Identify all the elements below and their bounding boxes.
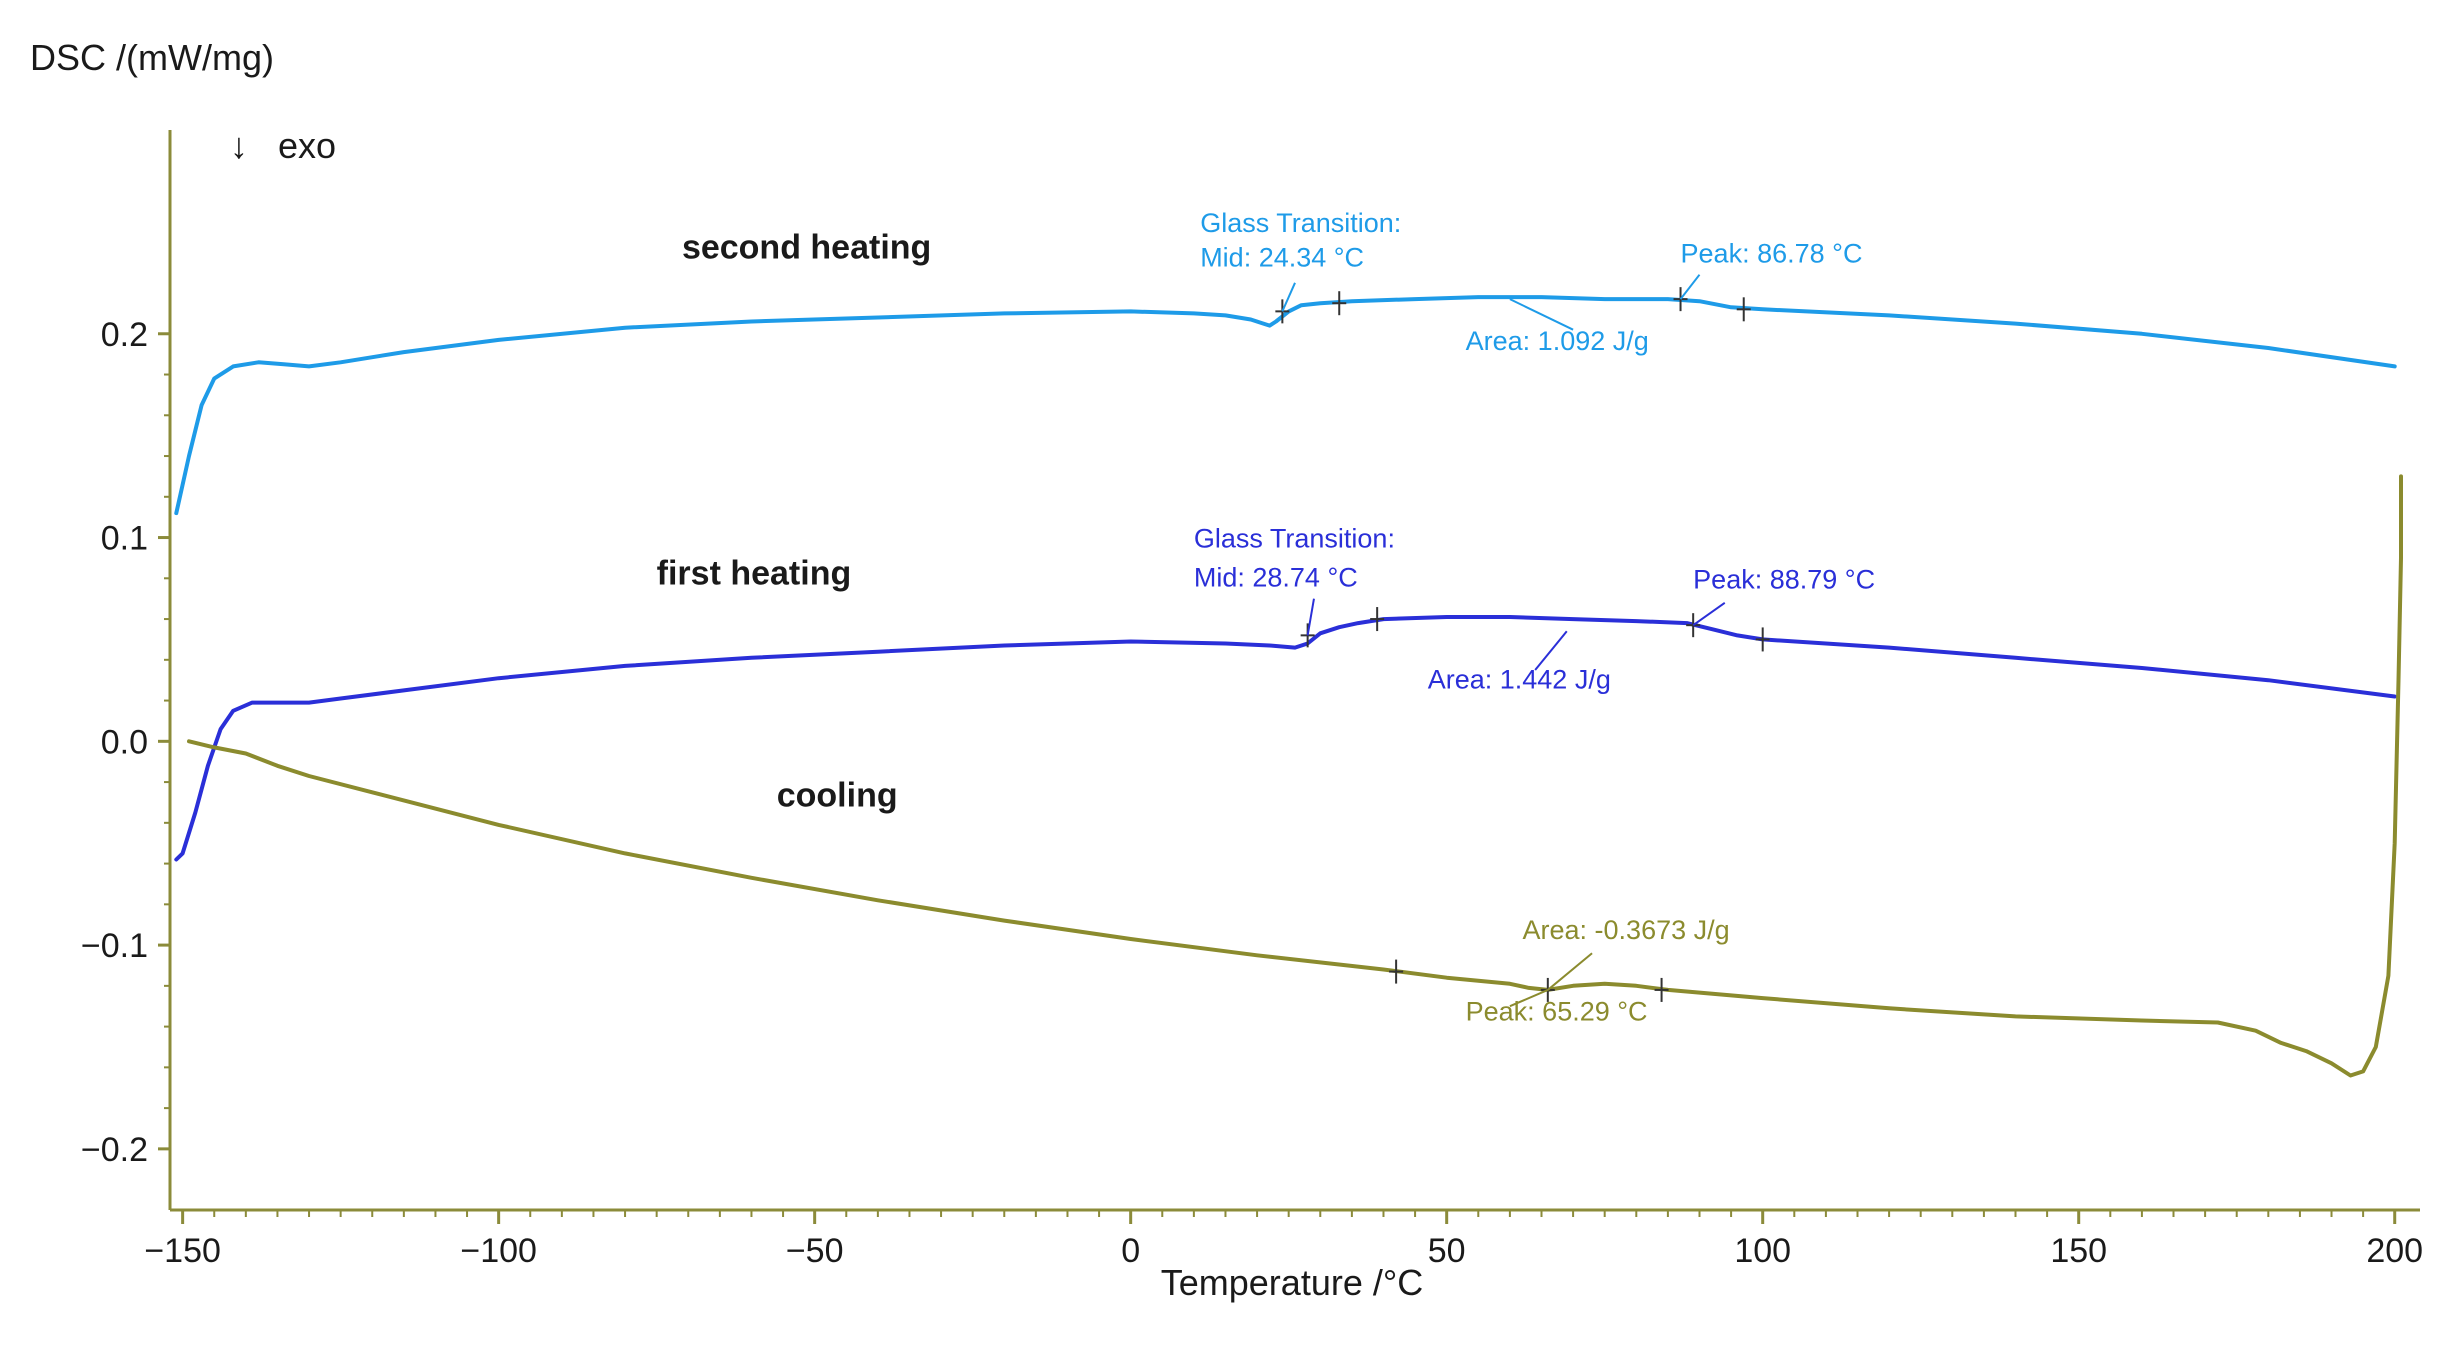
series-layer: [174, 295, 2403, 1078]
annotation-label: Peak: 86.78 °C: [1681, 238, 1863, 268]
x-tick-label: −100: [460, 1232, 537, 1270]
x-tick-label: −150: [144, 1232, 221, 1270]
annotation-leader-line: [1509, 989, 1549, 1008]
y-tick-label: −0.1: [81, 927, 148, 965]
exo-arrow-icon: ↓: [230, 125, 248, 166]
x-tick-label: 200: [2366, 1232, 2423, 1270]
x-axis-ticks: −150 −100 −50 0 50 100 150 200: [144, 1210, 2423, 1270]
y-tick-label: 0.1: [101, 520, 148, 558]
annotations-layer: Glass Transition: Mid: 24.34 °C Peak: 86.7…: [1194, 208, 1875, 1027]
annotation-label: Mid: 24.34 °C: [1200, 243, 1364, 273]
annotation-label: Mid: 28.74 °C: [1194, 562, 1358, 592]
annotation-label: Glass Transition:: [1200, 208, 1401, 238]
x-tick-label: −50: [786, 1232, 844, 1270]
y-axis-title: DSC /(mW/mg): [30, 37, 274, 78]
y-tick-label: −0.2: [81, 1131, 148, 1169]
y-tick-label: 0.2: [101, 316, 148, 354]
annotation-leader-line: [1547, 952, 1593, 991]
exo-indicator: ↓ exo: [230, 125, 336, 166]
annotation-label: Glass Transition:: [1194, 524, 1395, 554]
axes: [168, 130, 2420, 1212]
exo-label: exo: [278, 125, 336, 166]
annotation-label: Area: 1.092 J/g: [1466, 326, 1649, 356]
y-axis-ticks: −0.2 −0.1 0.0 0.1 0.2: [81, 316, 170, 1169]
series-line: [174, 615, 2397, 862]
series-label: cooling: [777, 777, 898, 815]
annotation-label: Peak: 88.79 °C: [1693, 564, 1875, 594]
annotation-leader-line: [1692, 601, 1726, 626]
y-tick-label: 0.0: [101, 723, 148, 761]
x-axis-title: Temperature /°C: [1161, 1262, 1424, 1303]
series-line: [187, 474, 2403, 1078]
series-label: second heating: [682, 228, 931, 266]
x-tick-label: 150: [2050, 1232, 2107, 1270]
annotation-leader-line: [1281, 282, 1296, 312]
annotation-leader-line: [1509, 298, 1574, 331]
annotation-leader-line: [1679, 274, 1701, 300]
x-tick-label: 50: [1428, 1232, 1466, 1270]
annotation-label: Peak: 65.29 °C: [1466, 996, 1648, 1026]
leader-lines-layer: [1281, 274, 1726, 1008]
series-line: [174, 295, 2397, 516]
x-tick-label: 0: [1121, 1232, 1140, 1270]
x-tick-label: 100: [1734, 1232, 1791, 1270]
annotation-label: Area: 1.442 J/g: [1428, 664, 1611, 694]
series-label: first heating: [657, 554, 852, 592]
annotation-label: Area: -0.3673 J/g: [1523, 915, 1730, 945]
annotation-leader-line: [1534, 630, 1568, 671]
annotation-leader-line: [1306, 598, 1315, 636]
series-labels-layer: second heating first heating cooling: [657, 228, 932, 814]
tick-marks-layer: [1275, 287, 1770, 1002]
